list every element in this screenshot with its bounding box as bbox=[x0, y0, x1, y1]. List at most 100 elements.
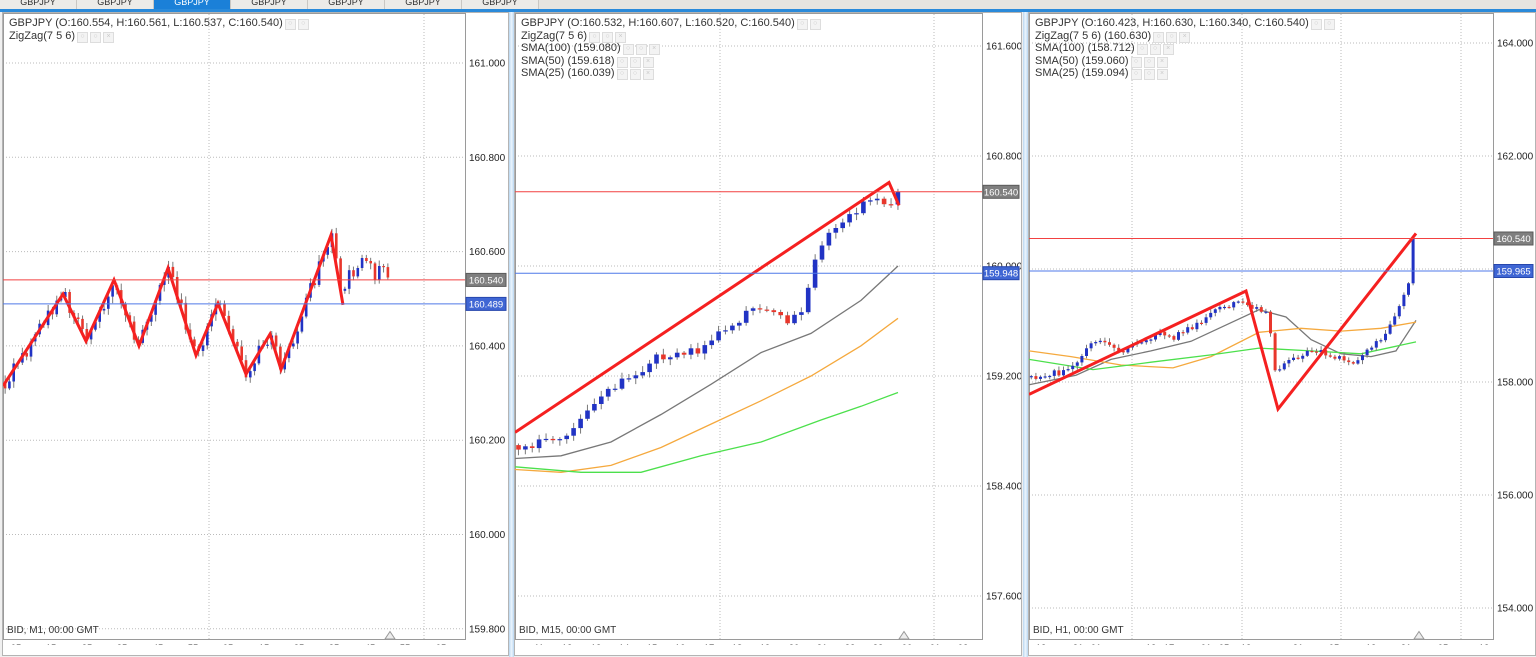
indicator-button-icon[interactable]: ○ bbox=[1310, 19, 1322, 30]
indicator-button-icon[interactable]: ○ bbox=[589, 31, 601, 43]
y-axis-tick: 159.800 bbox=[469, 624, 506, 635]
y-axis-tick: 161.000 bbox=[469, 59, 506, 70]
y-axis-tick: 159.200 bbox=[986, 372, 1021, 383]
x-axis-tick: 05 bbox=[1438, 643, 1449, 645]
chart-tab-5[interactable]: GBPJPY bbox=[385, 0, 462, 9]
chart-plot-m15[interactable]: 161.600160.800160.000159.200158.400157.6… bbox=[515, 13, 1021, 645]
chart-tab-1[interactable]: GBPJPY bbox=[77, 0, 154, 9]
x-axis-tick: 14 bbox=[619, 643, 630, 645]
indicator-button-icon[interactable]: ○ bbox=[1323, 19, 1335, 30]
chart-tab-label: GBPJPY bbox=[97, 0, 133, 7]
indicator-button-icon[interactable]: × bbox=[615, 31, 627, 43]
indicator-button-icon[interactable]: ○ bbox=[77, 31, 89, 43]
y-axis-tick: 158.400 bbox=[986, 482, 1021, 493]
indicator-button-icon[interactable]: ○ bbox=[1130, 56, 1142, 68]
indicator-button-icon[interactable]: ○ bbox=[629, 56, 641, 68]
chart-plot-m1[interactable]: 161.000 160.800 160.600 160.400 160.200 160.0… bbox=[3, 13, 508, 645]
indicator-button-icon[interactable]: ○ bbox=[809, 19, 821, 30]
indicator-button-icon[interactable]: × bbox=[1179, 31, 1191, 43]
indicator-label: SMA(100) (158.712) bbox=[1035, 42, 1135, 54]
x-axis-tick: 45 bbox=[153, 643, 164, 645]
ohlc-readout: GBPJPY (O:160.554, H:160.561, L:160.537,… bbox=[9, 17, 283, 29]
indicator-button-icon[interactable]: ○ bbox=[284, 19, 296, 30]
indicator-button-icon[interactable]: × bbox=[642, 69, 654, 80]
x-axis-tick: 20 bbox=[789, 643, 800, 645]
x-axis-tick: 21 bbox=[1401, 643, 1412, 645]
indicator-button-icon[interactable]: ○ bbox=[90, 31, 102, 43]
x-axis-tick: 02 bbox=[958, 643, 969, 645]
indicator-button-icon[interactable]: × bbox=[1162, 44, 1174, 55]
indicator-button-icon[interactable]: ○ bbox=[1143, 56, 1155, 68]
indicator-button-icon[interactable]: ○ bbox=[616, 56, 628, 68]
indicator-button-icon[interactable]: ○ bbox=[635, 44, 647, 55]
chart-tab-0[interactable]: GBPJPY bbox=[0, 0, 77, 9]
indicator-button-icon[interactable]: × bbox=[648, 44, 660, 55]
indicator-label: ZigZag(7 5 6) (160.630) bbox=[1035, 29, 1152, 42]
indicator-label: SMA(50) (159.060) bbox=[1035, 54, 1129, 67]
sma-line bbox=[1029, 309, 1417, 386]
sma-line bbox=[515, 317, 899, 473]
y-axis-tick: 160.800 bbox=[986, 152, 1021, 163]
chart-tab-bar: GBPJPY GBPJPY GBPJPY GBPJPY GBPJPY GBPJPY GBPJ… bbox=[0, 0, 1536, 9]
indicator-button-icon[interactable]: ○ bbox=[1149, 44, 1161, 55]
ohlc-readout: GBPJPY (O:160.532, H:160.607, L:160.520,… bbox=[521, 17, 795, 29]
x-axis-tick: 12 bbox=[562, 643, 573, 645]
zigzag-line bbox=[3, 229, 345, 387]
chart-plot-h1[interactable]: 164.000 162.000 158.000 156.000 154.000 160.5… bbox=[1029, 13, 1535, 645]
ohlc-readout: GBPJPY (O:160.423, H:160.630, L:160.340,… bbox=[1035, 17, 1309, 29]
scroll-position-marker[interactable] bbox=[384, 630, 396, 640]
indicator-button-icon[interactable]: ○ bbox=[1153, 31, 1165, 43]
x-axis-tick: 13 bbox=[1479, 643, 1490, 645]
indicator-button-icon[interactable]: ○ bbox=[629, 69, 641, 80]
x-axis-tick: 01 bbox=[1201, 643, 1212, 645]
indicator-button-icon[interactable]: ○ bbox=[1166, 31, 1178, 43]
x-axis-tick: 18 bbox=[732, 643, 743, 645]
y-axis-tick: 160.800 bbox=[469, 153, 506, 164]
indicator-button-icon[interactable]: × bbox=[642, 56, 654, 68]
x-axis-tick: 35 bbox=[117, 643, 128, 645]
x-axis-tick: 23 bbox=[873, 643, 884, 645]
x-axis-tick: 01 bbox=[930, 643, 941, 645]
price-badge: 160.540 bbox=[469, 275, 503, 286]
indicator-button-icon[interactable]: ○ bbox=[602, 31, 614, 43]
x-axis-tick: 21 bbox=[1293, 643, 1304, 645]
chart-tab-3[interactable]: GBPJPY bbox=[231, 0, 308, 9]
indicator-button-icon[interactable]: ○ bbox=[1136, 44, 1148, 55]
sma-line bbox=[515, 391, 899, 473]
feed-status: BID, M15, 00:00 GMT bbox=[519, 625, 616, 636]
indicator-button-icon[interactable]: ○ bbox=[616, 69, 628, 80]
scroll-position-marker[interactable] bbox=[898, 630, 910, 640]
y-axis-tick: 158.000 bbox=[1497, 378, 1534, 389]
y-axis-tick: 164.000 bbox=[1497, 39, 1534, 50]
scroll-position-marker[interactable] bbox=[1413, 630, 1425, 640]
price-badge: 159.948 bbox=[984, 269, 1018, 280]
chart-tab-4[interactable]: GBPJPY bbox=[308, 0, 385, 9]
indicator-button-icon[interactable]: × bbox=[1156, 69, 1168, 80]
x-axis-tick: 55 bbox=[188, 643, 199, 645]
chart-tab-label: GBPJPY bbox=[328, 0, 364, 7]
chart-tab-label: GBPJPY bbox=[174, 0, 210, 7]
indicator-button-icon[interactable]: ○ bbox=[297, 19, 309, 30]
price-badge: 160.540 bbox=[984, 187, 1018, 198]
x-axis-tick: 21 bbox=[817, 643, 828, 645]
indicator-button-icon[interactable]: × bbox=[1156, 56, 1168, 68]
indicator-button-icon[interactable]: × bbox=[103, 31, 115, 43]
feed-status: BID, H1, 00:00 GMT bbox=[1033, 625, 1124, 636]
window-separator[interactable] bbox=[509, 12, 514, 657]
x-axis-tick: 11 bbox=[534, 643, 544, 645]
chart-tab-2[interactable]: GBPJPY bbox=[154, 0, 231, 9]
chart-header-m15: GBPJPY (O:160.532, H:160.607, L:160.520,… bbox=[521, 17, 821, 80]
y-axis-tick: 156.000 bbox=[1497, 491, 1534, 502]
x-axis-tick: 15 bbox=[647, 643, 658, 645]
price-badge: 159.965 bbox=[1496, 267, 1530, 278]
y-axis-tick: 160.600 bbox=[469, 247, 506, 258]
indicator-button-icon[interactable]: ○ bbox=[622, 44, 634, 55]
chart-tab-6[interactable]: GBPJPY bbox=[462, 0, 539, 9]
window-separator[interactable] bbox=[1023, 12, 1028, 657]
indicator-button-icon[interactable]: ○ bbox=[796, 19, 808, 30]
indicator-button-icon[interactable]: ○ bbox=[1143, 69, 1155, 80]
x-axis-tick: 22 bbox=[845, 643, 856, 645]
indicator-button-icon[interactable]: ○ bbox=[1130, 69, 1142, 80]
y-axis-tick: 162.000 bbox=[1497, 152, 1534, 163]
